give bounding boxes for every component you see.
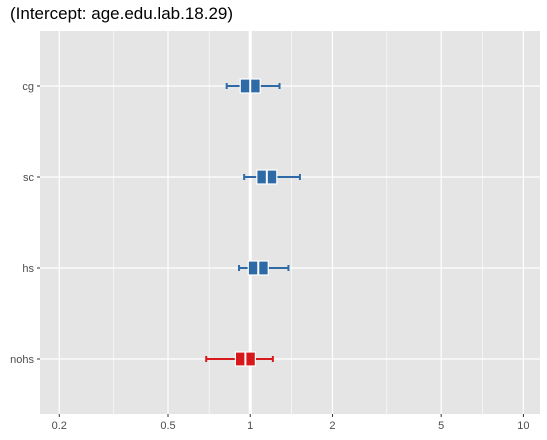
chart-title: (Intercept: age.edu.lab.18.29) — [10, 4, 234, 23]
estimate-hs — [238, 260, 290, 276]
chart-marks — [205, 78, 301, 367]
grid-major — [40, 31, 540, 414]
y-tick-label: nohs — [10, 354, 34, 366]
x-tick-label: 1 — [247, 420, 253, 432]
estimate-sc — [243, 169, 301, 185]
y-tick-label: cg — [22, 81, 34, 93]
y-tick-label: sc — [23, 172, 35, 184]
y-axis: cg sc hs nohs — [10, 81, 40, 366]
x-tick-label: 0.5 — [160, 420, 175, 432]
x-tick-label: 2 — [329, 420, 335, 432]
grid-minor — [113, 31, 483, 414]
plot-panel — [40, 31, 540, 414]
x-tick-label: 10 — [517, 420, 529, 432]
estimate-nohs — [205, 351, 274, 367]
x-tick-label: 5 — [438, 420, 444, 432]
estimate-cg — [225, 78, 281, 94]
y-tick-label: hs — [22, 263, 34, 275]
x-tick-label: 0.2 — [52, 420, 67, 432]
x-axis: 0.2 0.5 1 2 5 10 — [52, 414, 530, 432]
